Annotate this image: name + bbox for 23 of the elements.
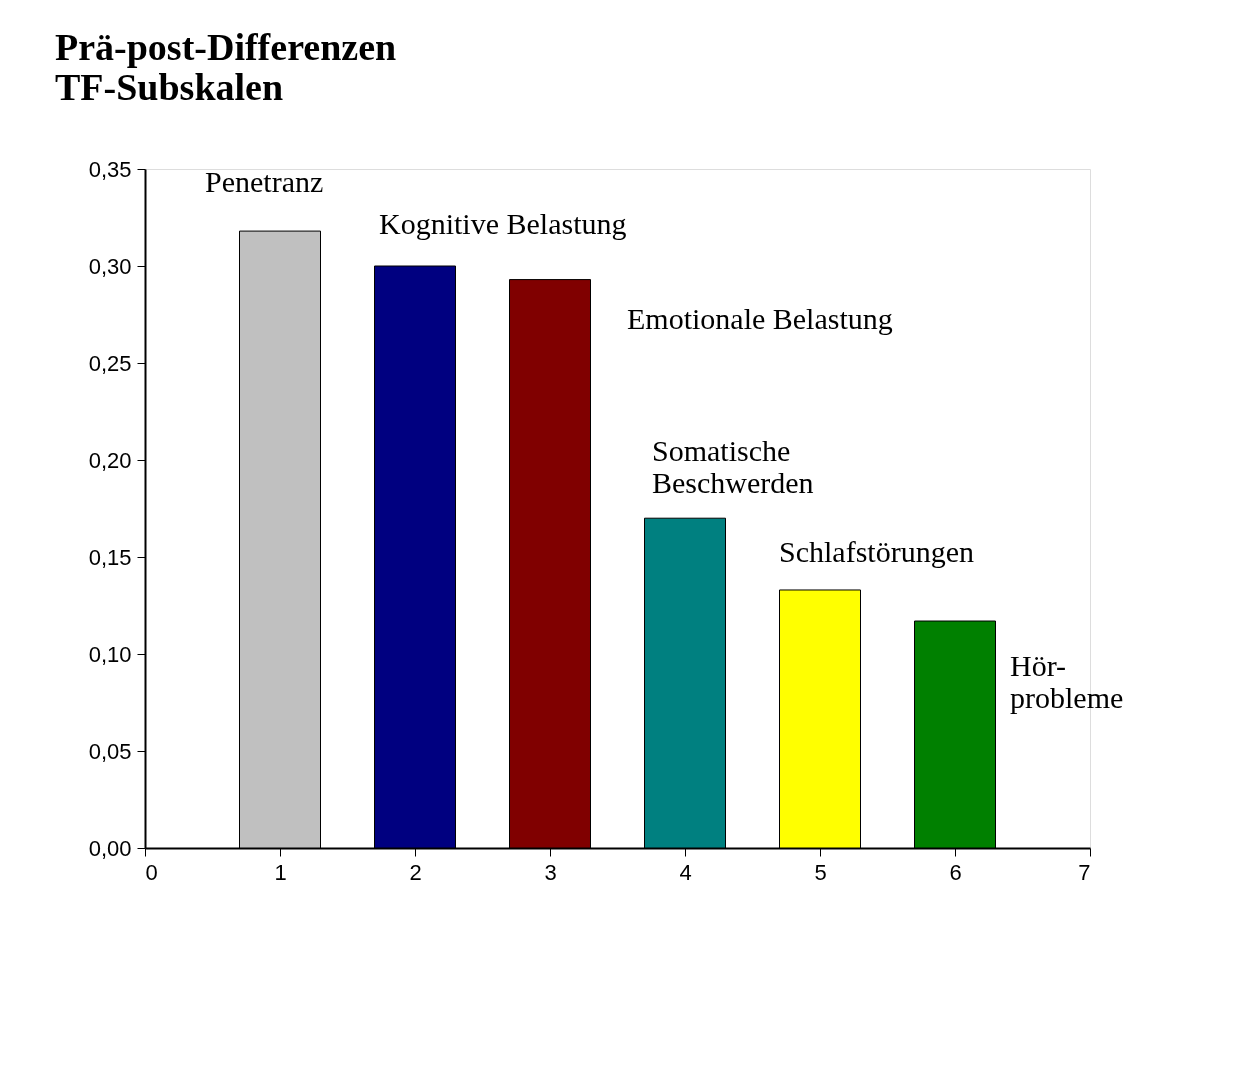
chart-title: Prä-post-Differenzen <box>55 26 397 68</box>
y-tick-label: 0,25 <box>88 350 132 376</box>
x-tick-label: 0 <box>145 859 158 885</box>
y-tick-label: 0,15 <box>88 544 132 570</box>
x-tick-label: 2 <box>409 859 422 885</box>
y-tick-label: 0,30 <box>88 253 132 279</box>
x-tick-label: 5 <box>814 859 827 885</box>
annotation: Somatische Beschwerden <box>652 434 814 500</box>
y-tick-label: 0,20 <box>88 447 132 473</box>
annotation: Kognitive Belastung <box>379 207 627 240</box>
x-tick-label: 1 <box>274 859 287 885</box>
y-tick-label: 0,35 <box>88 156 132 182</box>
x-tick-label: 3 <box>544 859 557 885</box>
x-tick-label: 4 <box>679 859 692 885</box>
x-tick-label: 6 <box>949 859 962 885</box>
y-tick-label: 0,00 <box>88 835 132 861</box>
annotation: Hör- probleme <box>1010 649 1124 715</box>
annotation: Emotionale Belastung <box>627 301 893 335</box>
y-tick-label: 0,10 <box>88 641 132 667</box>
y-tick-label: 0,05 <box>88 738 132 764</box>
annotation: Schlafstörungen <box>779 534 974 568</box>
annotation: Penetranz <box>205 165 324 199</box>
x-tick-label: 7 <box>1078 859 1091 885</box>
